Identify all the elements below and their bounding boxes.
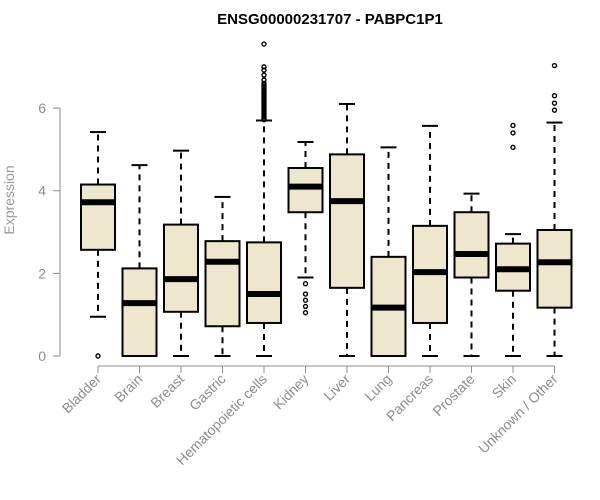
iqr-box	[163, 223, 199, 313]
x-tick-label: Lung	[361, 371, 394, 404]
box-pancreas	[412, 124, 448, 357]
outlier-point	[302, 297, 309, 303]
x-tick-label: Skin	[489, 371, 520, 402]
box-hematopoietic-cells	[246, 41, 282, 357]
iqr-box	[329, 153, 365, 289]
outlier-point	[510, 130, 516, 136]
y-axis-label: Expression	[1, 165, 17, 234]
iqr-box	[536, 228, 573, 309]
box-liver	[329, 102, 365, 357]
outlier-point	[261, 41, 267, 47]
x-tick-label: Brain	[111, 371, 145, 405]
box-lung	[370, 146, 407, 357]
outlier-point	[302, 309, 309, 316]
outlier-point	[302, 291, 309, 297]
outlier-point	[95, 353, 101, 359]
x-tick-label: Kidney	[270, 371, 312, 413]
iqr-box	[246, 241, 282, 324]
iqr-box	[287, 167, 324, 214]
y-tick-label: 4	[38, 183, 46, 199]
box-kidney	[287, 140, 324, 316]
iqr-box	[121, 267, 158, 357]
x-tick-label: Breast	[147, 371, 187, 411]
box-gastric	[204, 195, 241, 357]
iqr-box	[204, 240, 241, 328]
box-brain	[121, 164, 158, 357]
x-tick-label: Bladder	[59, 371, 105, 417]
iqr-box	[453, 211, 490, 279]
y-tick-label: 6	[38, 100, 46, 116]
box-unknown-other	[536, 62, 573, 357]
outlier-point	[551, 107, 558, 113]
chart-title: ENSG00000231707 - PABPC1P1	[217, 11, 443, 28]
y-axis: 0 2 4 6	[38, 100, 61, 364]
iqr-box	[80, 183, 116, 251]
y-tick-label: 2	[38, 265, 46, 281]
box-skin	[495, 122, 531, 357]
outlier-point	[302, 280, 309, 287]
x-tick-label: Prostate	[429, 371, 477, 419]
box-breast	[163, 149, 199, 357]
outlier-point	[551, 62, 558, 69]
outlier-point	[261, 72, 267, 78]
box-prostate	[453, 192, 490, 357]
outlier-point	[261, 64, 267, 70]
x-tick-label: Unknown / Other	[475, 371, 561, 457]
boxplot-series	[80, 41, 573, 359]
x-tick-label: Liver	[320, 371, 353, 404]
outlier-point	[551, 100, 558, 106]
outlier-point	[302, 303, 309, 310]
outlier-point	[261, 77, 267, 83]
y-tick-label: 0	[38, 348, 46, 364]
outlier-point	[510, 144, 516, 151]
outlier-point	[510, 122, 516, 129]
box-bladder	[80, 131, 116, 359]
outlier-point	[551, 93, 558, 99]
